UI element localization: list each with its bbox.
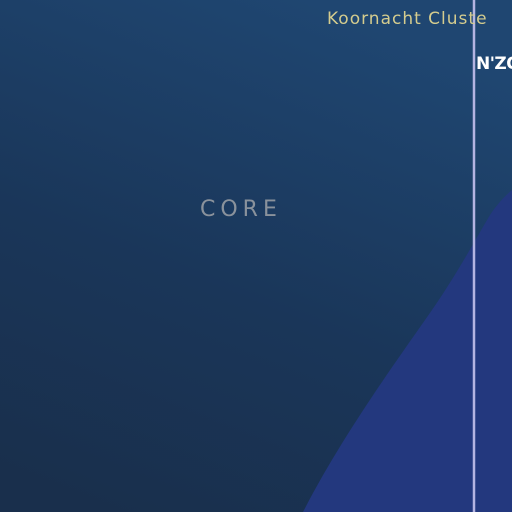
system-label[interactable]: N'ZO xyxy=(476,54,512,74)
cluster-region-shape[interactable] xyxy=(303,190,512,512)
cluster-label[interactable]: Koornacht Cluste xyxy=(327,9,488,29)
region-label[interactable]: CORE xyxy=(200,197,282,222)
